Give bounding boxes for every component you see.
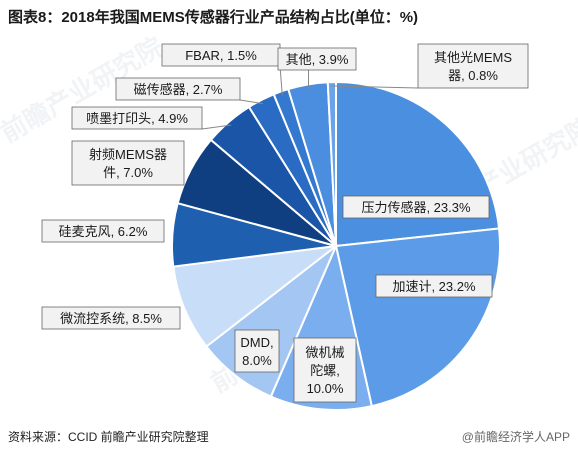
label-box bbox=[71, 140, 185, 186]
slice-label-text: 其他, 3.9% bbox=[286, 52, 349, 67]
slice-label: 压力传感器, 23.3% bbox=[342, 195, 490, 219]
slice-label: 喷墨打印头, 4.9% bbox=[71, 106, 232, 130]
slice-label: 射频MEMS器件, 7.0% bbox=[71, 140, 185, 186]
slice-label-text: FBAR, 1.5% bbox=[185, 48, 257, 63]
label-box bbox=[417, 43, 529, 89]
slice-label: 其他光MEMS 器, 0.8% bbox=[331, 43, 529, 89]
slice-label-text: DMD, 8.0% bbox=[240, 335, 273, 368]
label-box bbox=[41, 219, 165, 243]
label-box bbox=[293, 337, 357, 403]
label-box bbox=[41, 306, 181, 330]
slice-label: 其他, 3.9% bbox=[277, 47, 357, 89]
chart-title: 图表8：2018年我国MEMS传感器行业产品结构占比(单位：%) bbox=[8, 9, 419, 26]
label-box bbox=[375, 274, 493, 298]
leader-line bbox=[279, 65, 283, 96]
pie-slice bbox=[335, 80, 501, 248]
slice-label-text: 微流控系统, 8.5% bbox=[60, 311, 162, 326]
label-box bbox=[342, 195, 490, 219]
slice-label-text: 微机械陀螺, 10.0% bbox=[305, 345, 344, 396]
pie-slice bbox=[334, 227, 501, 408]
pie-slice bbox=[172, 244, 340, 348]
source-note: 资料来源：CCID 前瞻产业研究院整理 bbox=[8, 430, 209, 444]
slice-label-text: 其他光MEMS 器, 0.8% bbox=[434, 50, 512, 83]
label-box bbox=[234, 329, 280, 373]
slice-label-text: 射频MEMS器件, 7.0% bbox=[89, 147, 167, 180]
slice-label: 微机械陀螺, 10.0% bbox=[293, 337, 357, 403]
pie-slice bbox=[326, 80, 337, 247]
slice-label-text: 磁传感器, 2.7% bbox=[134, 82, 223, 97]
slice-label-text: 硅麦克风, 6.2% bbox=[59, 224, 148, 239]
label-box bbox=[71, 106, 203, 130]
slice-label-text: 喷墨打印头, 4.9% bbox=[86, 111, 188, 126]
slice-label: 微流控系统, 8.5% bbox=[41, 306, 181, 330]
leader-line bbox=[239, 99, 263, 105]
brand-credit: @前瞻经济学人APP bbox=[461, 430, 570, 444]
slice-label: 加速计, 23.2% bbox=[375, 274, 493, 298]
leader-line bbox=[201, 124, 232, 130]
leader-line bbox=[331, 85, 419, 89]
slice-label: DMD, 8.0% bbox=[234, 329, 280, 373]
label-box bbox=[115, 77, 241, 101]
slice-label-text: 加速计, 23.2% bbox=[392, 279, 476, 294]
slice-label-text: 压力传感器, 23.3% bbox=[361, 200, 471, 215]
label-box bbox=[277, 47, 357, 71]
slice-label: 磁传感器, 2.7% bbox=[115, 77, 263, 105]
slice-label: 硅麦克风, 6.2% bbox=[41, 219, 165, 243]
